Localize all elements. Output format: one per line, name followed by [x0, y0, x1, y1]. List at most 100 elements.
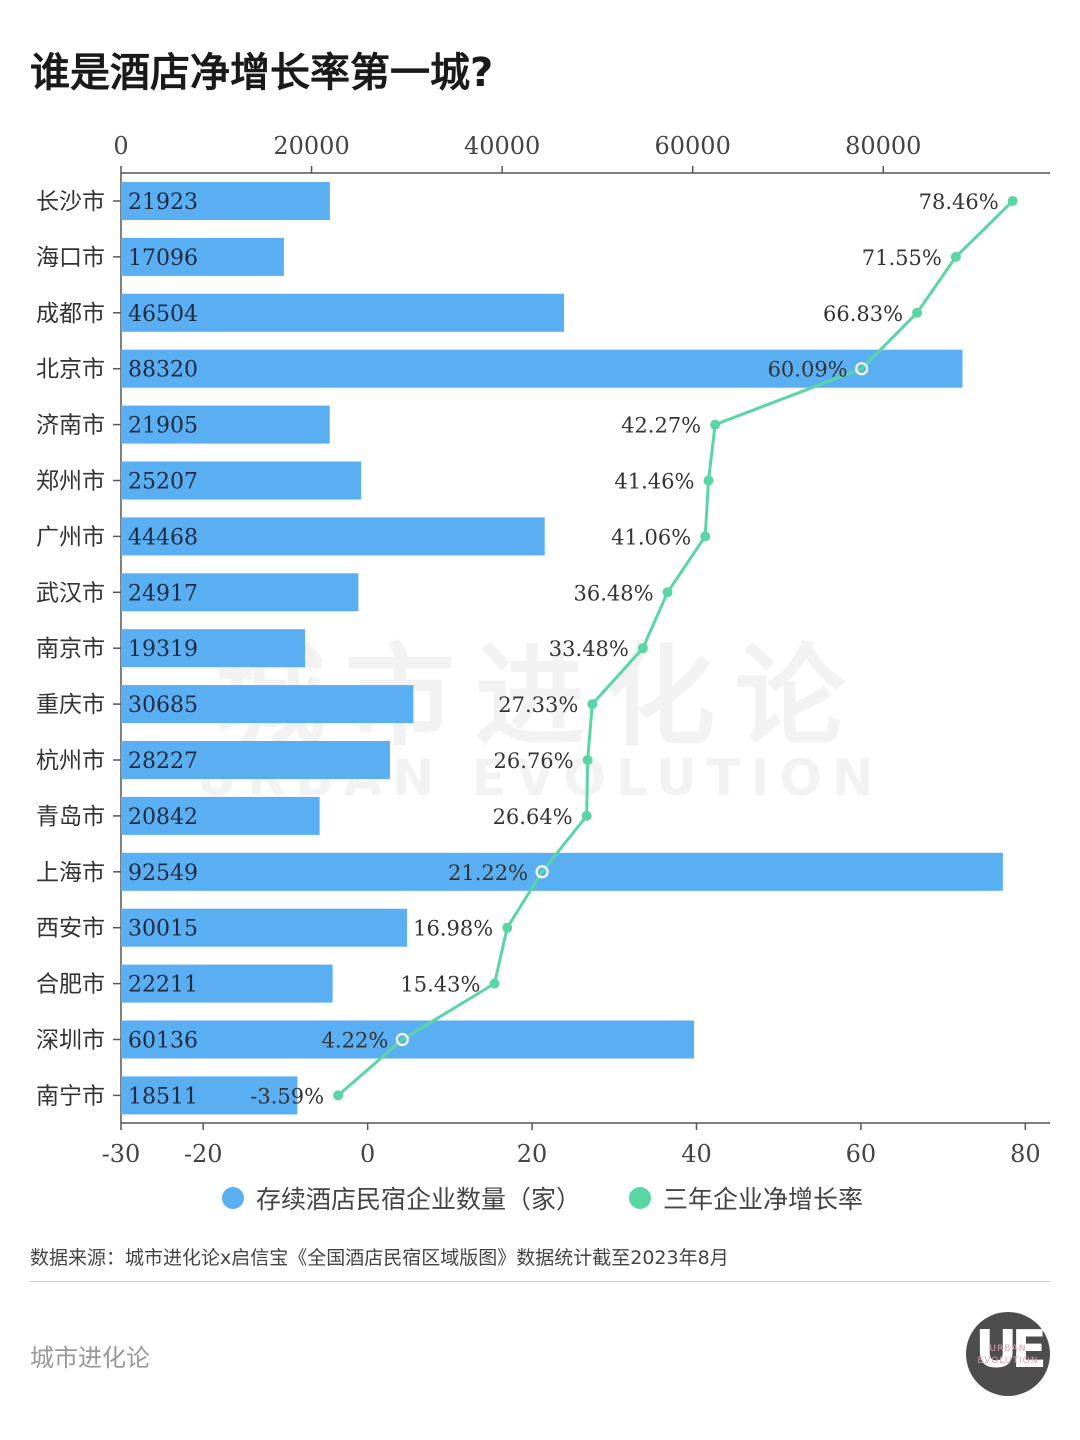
category-label: 郑州市: [36, 469, 105, 495]
bar-value-label: 21905: [128, 414, 198, 439]
category-label: 青岛市: [36, 804, 105, 830]
line-value-label: 16.98%: [413, 917, 493, 941]
line-point: [333, 1090, 344, 1101]
category-label: 上海市: [36, 860, 105, 886]
category-label: 南宁市: [36, 1083, 105, 1109]
bar: [121, 517, 545, 556]
line-point: [587, 699, 598, 710]
line-point: [535, 865, 549, 879]
line-value-label: 60.09%: [768, 358, 848, 382]
category-label: 济南市: [36, 413, 105, 439]
line-value-label: 26.76%: [494, 749, 574, 773]
top-tick-label: 80000: [845, 132, 921, 160]
line-value-label: 15.43%: [400, 973, 480, 997]
bar: [121, 182, 330, 220]
category-label: 重庆市: [36, 692, 105, 718]
line-value-label: 33.48%: [549, 637, 629, 661]
line-point: [1007, 196, 1018, 206]
bar: [121, 573, 359, 612]
bar-value-label: 88320: [128, 358, 198, 383]
bar: [121, 852, 1003, 891]
category-label: 武汉市: [36, 580, 105, 606]
line-point: [581, 810, 592, 821]
line-point: [710, 419, 721, 430]
bar-value-label: 18511: [128, 1084, 198, 1109]
top-tick-label: 40000: [464, 132, 540, 160]
category-label: 成都市: [36, 301, 105, 327]
category-label: 广州市: [36, 524, 105, 550]
line-point: [855, 362, 869, 376]
line-value-label: 4.22%: [322, 1029, 389, 1053]
line-value-label: 42.27%: [621, 414, 701, 438]
category-label: 杭州市: [36, 748, 105, 774]
bar: [121, 1076, 298, 1115]
bar: [121, 349, 963, 388]
brand-logo: UE URBAN EVOLUTION: [966, 1312, 1050, 1396]
legend-swatch-line: [629, 1187, 652, 1209]
bar: [121, 908, 407, 947]
bar-value-label: 25207: [128, 470, 198, 495]
source-note: 数据来源：城市进化论x启信宝《全国酒店民宿区域版图》数据统计截至2023年8月: [30, 1247, 729, 1269]
line-point: [700, 531, 711, 542]
line-value-label: 27.33%: [498, 693, 578, 717]
category-label: 西安市: [36, 916, 105, 942]
legend-item-line: 三年企业净增长率: [629, 1180, 863, 1216]
bar-value-label: 20842: [128, 805, 198, 830]
logo-line-1: URBAN: [989, 1344, 1027, 1354]
bar: [121, 685, 414, 724]
bar: [121, 741, 390, 779]
line-point: [912, 307, 923, 318]
category-label: 深圳市: [36, 1028, 105, 1054]
line-point: [582, 755, 593, 765]
top-tick-label: 60000: [655, 132, 731, 160]
legend-swatch-bar: [222, 1187, 244, 1209]
bar-value-label: 30015: [128, 917, 198, 942]
line-value-label: -3.59%: [250, 1084, 324, 1108]
line-value-label: 41.06%: [611, 525, 691, 549]
bar: [121, 461, 362, 500]
category-label: 北京市: [36, 357, 105, 383]
line-point: [502, 922, 513, 933]
bar: [121, 405, 330, 444]
bottom-tick-label: -30: [102, 1140, 141, 1168]
top-tick-label: 0: [113, 132, 128, 160]
bar-value-label: 21923: [128, 190, 198, 215]
category-label: 南京市: [36, 636, 105, 662]
bar: [121, 964, 333, 1003]
line-point: [950, 251, 961, 262]
bar-value-label: 46504: [128, 302, 198, 327]
bar-value-label: 44468: [128, 525, 198, 550]
logo-line-2: EVOLUTION: [977, 1356, 1039, 1366]
bar: [121, 237, 284, 276]
bar-value-label: 17096: [128, 246, 198, 271]
line-value-label: 26.64%: [493, 805, 573, 829]
line-value-label: 41.46%: [614, 470, 694, 494]
bottom-tick-label: 40: [681, 1140, 712, 1168]
bottom-tick-label: 20: [517, 1140, 548, 1168]
category-label: 合肥市: [36, 972, 105, 998]
bar-value-label: 22211: [128, 973, 198, 998]
bottom-tick-label: 80: [1010, 1140, 1041, 1168]
legend-label-line: 三年企业净增长率: [663, 1185, 864, 1214]
line-value-label: 71.55%: [862, 246, 942, 270]
footer-brand: 城市进化论: [30, 1344, 150, 1372]
divider: [30, 1281, 1050, 1282]
bottom-tick-label: -20: [184, 1140, 223, 1168]
bottom-tick-label: 60: [846, 1140, 877, 1168]
line-value-label: 21.22%: [448, 861, 528, 885]
line-value-label: 78.46%: [919, 190, 999, 214]
legend-label-bar: 存续酒店民宿企业数量（家）: [256, 1185, 582, 1214]
bar: [121, 629, 306, 668]
logo-mark: UE: [975, 1320, 1047, 1380]
line-value-label: 36.48%: [573, 581, 653, 605]
category-label: 海口市: [36, 245, 105, 271]
legend: 存续酒店民宿企业数量（家） 三年企业净增长率: [222, 1180, 863, 1216]
bar: [121, 796, 320, 835]
legend-item-bar: 存续酒店民宿企业数量（家）: [222, 1180, 581, 1216]
line-point: [637, 643, 648, 654]
bar: [121, 293, 565, 332]
line-point: [662, 587, 673, 598]
bar-value-label: 30685: [128, 693, 198, 718]
bar-value-label: 92549: [128, 861, 198, 886]
